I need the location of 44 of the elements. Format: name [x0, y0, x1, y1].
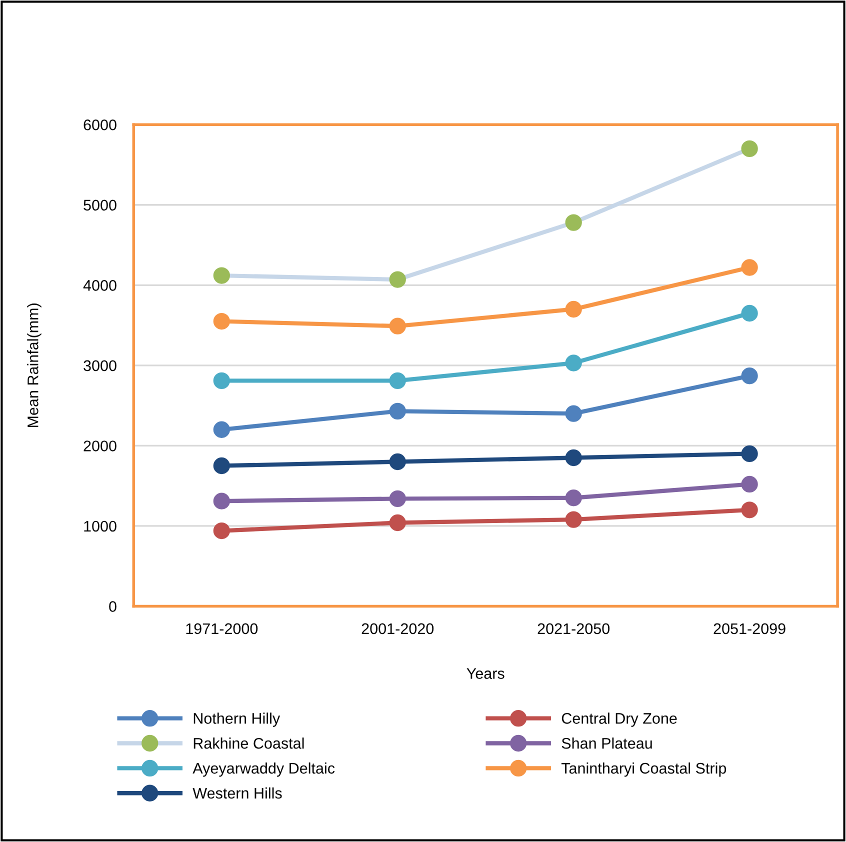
- point: [565, 490, 582, 506]
- x-tick-label: 2021-2050: [538, 623, 610, 634]
- y-tick-label: 3000: [84, 360, 116, 372]
- y-tick-label: 1000: [84, 520, 116, 532]
- point: [565, 511, 582, 528]
- legend-label: Ayeyarwaddy Deltaic: [192, 762, 335, 777]
- x-tick-label: 2051-2099: [714, 623, 786, 634]
- point: [741, 304, 758, 322]
- point: [741, 368, 758, 384]
- x-tick-label: 1971-2000: [186, 623, 258, 634]
- y-tick-label: 4000: [83, 280, 116, 291]
- point: [389, 453, 406, 470]
- point: [389, 402, 406, 420]
- point: [741, 445, 758, 462]
- point: [213, 457, 230, 474]
- point: [389, 372, 406, 390]
- y-tick-label: 6000: [84, 119, 116, 130]
- point: [565, 449, 582, 466]
- legend-label: Central Dry Zone: [562, 712, 677, 727]
- x-axis-title: Years: [466, 668, 504, 679]
- point: [213, 312, 230, 330]
- legend-label: Shan Plateau: [562, 738, 652, 749]
- y-tick-label: 2000: [84, 440, 116, 452]
- point: [565, 300, 582, 318]
- point: [565, 354, 582, 372]
- legend-label: Nothern Hilly: [194, 712, 280, 727]
- legend-label: Western Hills: [192, 787, 282, 799]
- point: [213, 522, 230, 540]
- x-tick-label: 2001-2020: [362, 623, 434, 634]
- point: [213, 421, 230, 438]
- y-tick-label: 0: [109, 601, 116, 612]
- point: [741, 476, 758, 493]
- y-tick-label: 5000: [84, 200, 116, 211]
- point: [741, 502, 758, 518]
- point: [389, 514, 406, 532]
- point: [741, 259, 758, 276]
- point: [389, 490, 406, 508]
- point: [213, 492, 230, 510]
- point: [389, 318, 406, 334]
- y-axis-title: Mean Rainfal(mm): [27, 304, 42, 427]
- point: [565, 405, 582, 422]
- legend-label: Tanintharyi Coastal Strip: [561, 762, 726, 777]
- legend-label: Rakhine Coastal: [194, 738, 304, 749]
- point: [213, 372, 230, 390]
